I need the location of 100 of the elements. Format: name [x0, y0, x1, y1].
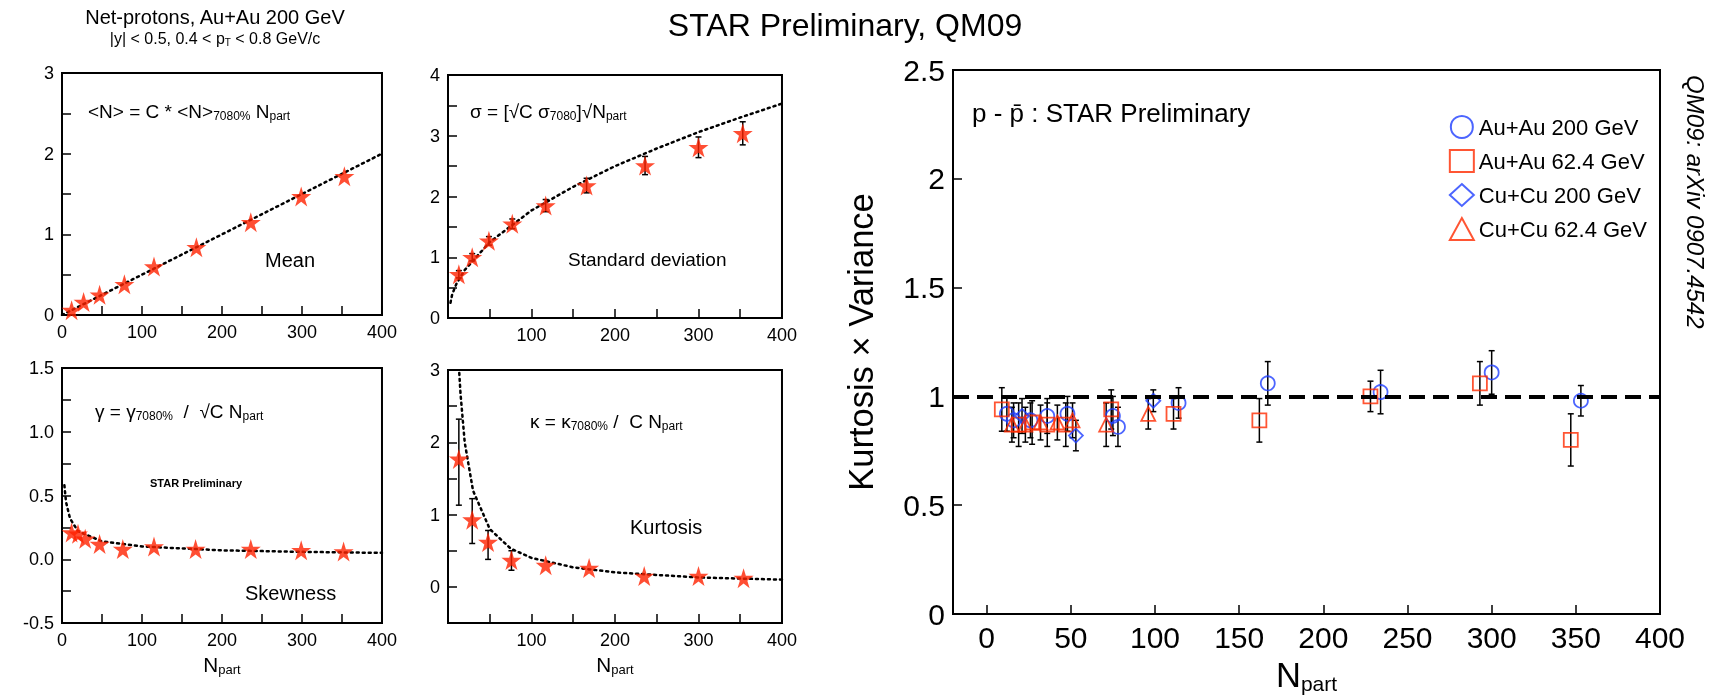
- point: [1103, 401, 1120, 418]
- point: [1483, 364, 1500, 381]
- point: [144, 256, 164, 277]
- y-tick-label: 0.5: [903, 488, 945, 522]
- x-tick-label: 350: [1550, 620, 1601, 654]
- y-tick-label: 1: [429, 504, 440, 525]
- chart-title: STAR Preliminary, QM09: [667, 7, 1023, 43]
- point: [144, 536, 164, 557]
- x-tick-label: 200: [206, 630, 238, 650]
- point: [1005, 412, 1022, 429]
- x-tick-label: 400: [366, 322, 398, 342]
- x-tick-label: 100: [1129, 620, 1181, 654]
- point: [89, 284, 110, 305]
- x-tick-label: 300: [683, 630, 714, 650]
- y-tick-label: 3: [429, 360, 440, 380]
- text: QM09: arXiv 0907.4542: [1681, 75, 1709, 329]
- point: [1259, 375, 1276, 392]
- annotation: Standard deviation: [568, 249, 727, 270]
- point: [1004, 416, 1020, 433]
- y-tick-label: 0: [429, 576, 440, 597]
- y-tick-label: 1.5: [903, 271, 945, 305]
- y-tick-label: 0.5: [28, 485, 54, 506]
- point: [1032, 414, 1049, 431]
- x-tick-label: 400: [366, 630, 398, 650]
- x-tick-label: 200: [206, 322, 238, 342]
- y-tick-label: 2: [928, 162, 945, 196]
- point: [1064, 412, 1081, 429]
- x-tick-label: 100: [126, 322, 158, 342]
- y-tick-label: 1.0: [28, 421, 54, 442]
- point: [1014, 408, 1030, 424]
- y-tick-label: 2: [43, 143, 54, 164]
- point: [114, 274, 135, 295]
- point: [1140, 405, 1157, 422]
- y-axis-title: Kurtosis × Variance: [841, 193, 880, 491]
- point: [1372, 384, 1389, 400]
- x-tick-label: 50: [1054, 620, 1088, 654]
- point: [448, 264, 469, 285]
- x-tick-label: 400: [1634, 620, 1686, 654]
- point: [1105, 408, 1121, 424]
- point: [1562, 432, 1579, 448]
- x-tick-label: 300: [1466, 620, 1517, 654]
- point: [185, 539, 206, 560]
- x-tick-label: 300: [683, 325, 714, 345]
- x-tick-label: 0: [56, 630, 68, 650]
- point: [240, 539, 261, 560]
- point: [635, 155, 656, 176]
- point: [634, 566, 655, 587]
- point: [334, 166, 355, 187]
- point: [462, 247, 483, 268]
- point: [89, 533, 110, 554]
- x-tick-label: 100: [516, 630, 547, 650]
- point: [1017, 416, 1034, 433]
- point: [478, 532, 499, 553]
- legend-label: Au+Au 62.4 GeV: [1478, 148, 1645, 174]
- point: [1010, 416, 1027, 433]
- y-tick-label: -0.5: [22, 613, 54, 633]
- annotation: Mean: [265, 249, 316, 271]
- point: [1049, 414, 1066, 431]
- legend-label: Cu+Cu 200 GeV: [1478, 182, 1642, 208]
- point: [1059, 405, 1076, 422]
- x-tick-label: 400: [766, 325, 798, 345]
- point: [73, 292, 94, 313]
- point: [1110, 418, 1126, 435]
- x-tick-label: 300: [286, 322, 318, 342]
- point: [732, 123, 753, 144]
- y-tick-label: 1: [43, 224, 54, 245]
- point: [291, 186, 312, 207]
- point: [688, 566, 709, 587]
- point: [75, 528, 96, 549]
- point: [993, 401, 1010, 418]
- point: [333, 541, 354, 562]
- point: [501, 550, 522, 571]
- point: [1471, 375, 1488, 392]
- x-tick-label: 400: [766, 630, 798, 650]
- point: [1165, 405, 1182, 422]
- y-tick-label: 0: [429, 308, 440, 328]
- y-tick-label: 0.0: [28, 549, 54, 570]
- point: [576, 175, 597, 196]
- x-tick-label: 200: [599, 325, 631, 345]
- x-tick-label: 250: [1382, 620, 1433, 654]
- point: [462, 509, 483, 530]
- point: [1145, 392, 1162, 409]
- point: [61, 300, 82, 321]
- legend-label: Cu+Cu 62.4 GeV: [1478, 216, 1648, 242]
- point: [1098, 416, 1115, 433]
- y-tick-label: 2.5: [903, 53, 945, 87]
- annotation: STAR Preliminary: [150, 476, 243, 489]
- x-tick-label: 300: [286, 630, 318, 650]
- annotation: p - p̄ : STAR Preliminary: [972, 98, 1251, 128]
- y-tick-label: 3: [429, 125, 440, 146]
- y-tick-label: 2: [429, 186, 440, 207]
- point: [579, 558, 600, 579]
- point: [688, 137, 709, 158]
- point: [1573, 392, 1589, 409]
- point: [186, 237, 207, 258]
- legend-label: Au+Au 200 GeV: [1478, 114, 1639, 140]
- point: [1039, 416, 1056, 433]
- x-tick-label: 0: [56, 322, 68, 342]
- y-tick-label: 1: [928, 379, 945, 413]
- point: [448, 448, 469, 469]
